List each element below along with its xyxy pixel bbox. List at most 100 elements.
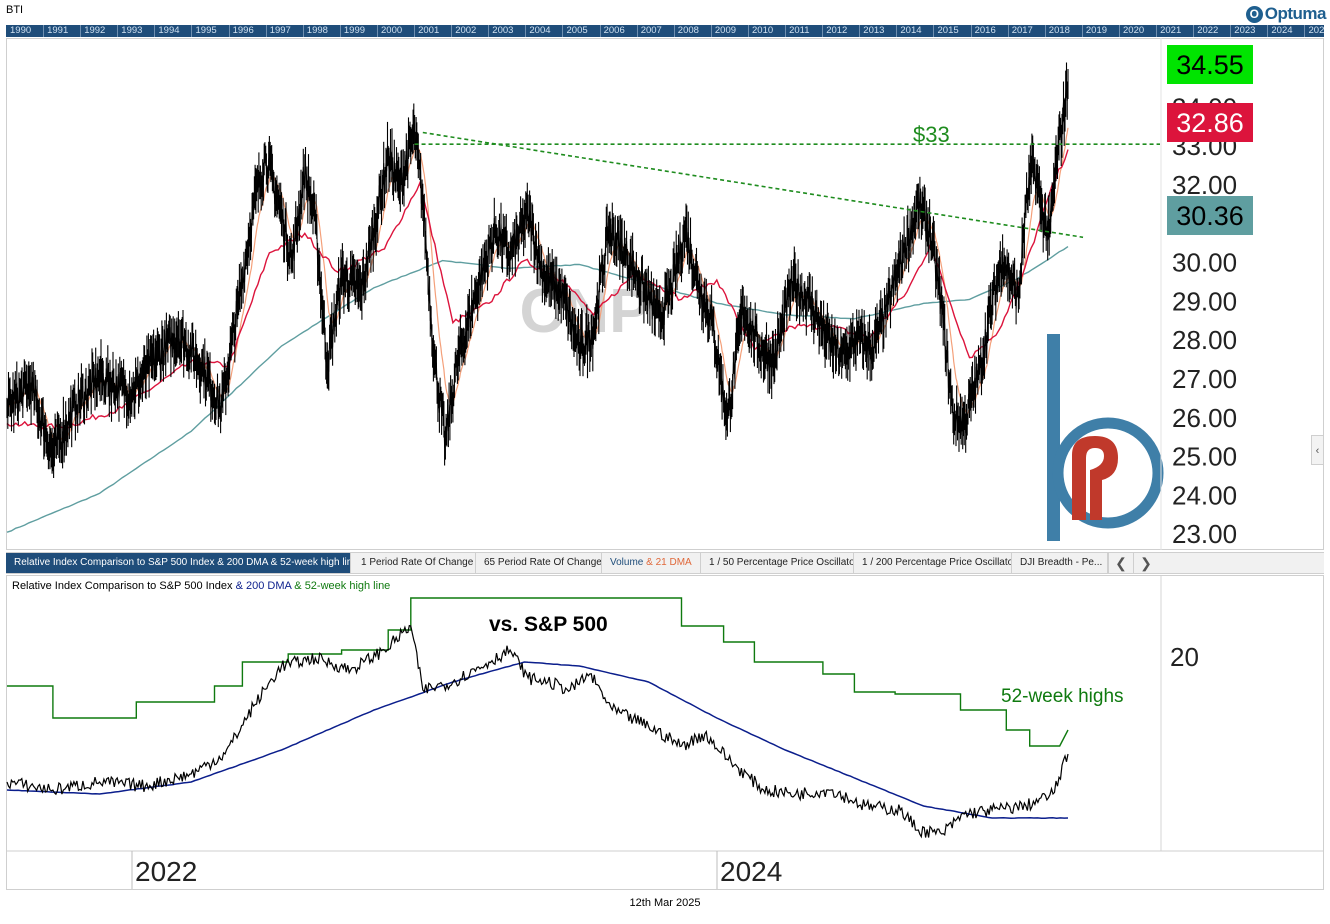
year-label[interactable]: 1995 (195, 25, 217, 36)
tab-1-50-ppo[interactable]: 1 / 50 Percentage Price Oscillator (701, 553, 854, 573)
relative-title-part-2: & 200 DMA (235, 580, 295, 592)
year-label[interactable]: 2002 (455, 25, 477, 36)
year-separator (451, 25, 453, 37)
price-y-tick-label: 30.00 (1172, 248, 1237, 278)
year-label[interactable]: 2019 (1085, 25, 1108, 36)
year-label[interactable]: 2021 (1160, 25, 1182, 36)
year-separator (562, 25, 564, 37)
year-separator (1193, 25, 1195, 37)
year-label[interactable]: 1993 (121, 25, 143, 36)
year-label[interactable]: 2015 (937, 25, 959, 36)
price-badge-box (1167, 196, 1253, 235)
year-separator (859, 25, 861, 37)
relative-title-part-3: & 52-week high line (294, 580, 391, 592)
relative-chart-panel (6, 575, 1324, 890)
year-label[interactable]: 2000 (381, 25, 403, 36)
price-badge-value: 34.55 (1176, 50, 1244, 80)
tab-1-period-roc[interactable]: 1 Period Rate Of Change (353, 553, 476, 573)
year-separator (933, 25, 935, 37)
year-label[interactable]: 1991 (47, 25, 69, 36)
year-label[interactable]: 2023 (1234, 25, 1256, 36)
year-separator (228, 25, 230, 37)
tab-65-period-roc[interactable]: 65 Period Rate Of Change (476, 553, 602, 573)
year-separator (525, 25, 527, 37)
relative-title-part-1: Relative Index Comparison to S&P 500 Ind… (12, 580, 236, 592)
year-label[interactable]: 1998 (306, 25, 328, 36)
year-label[interactable]: 2006 (603, 25, 625, 36)
year-label[interactable]: 1999 (343, 25, 366, 36)
year-separator (1118, 25, 1120, 37)
year-label[interactable]: 2013 (863, 25, 885, 36)
year-label[interactable]: 2001 (418, 25, 440, 36)
year-label[interactable]: 2012 (826, 25, 848, 36)
year-label[interactable]: 1994 (158, 25, 180, 36)
x-axis-tick-label: 2022 (135, 856, 197, 887)
logo-mark-bowl (1052, 417, 1164, 529)
price-chart-panel (6, 38, 1324, 550)
year-separator (376, 25, 378, 37)
year-separator (1081, 25, 1083, 37)
year-separator (339, 25, 341, 37)
year-label[interactable]: 2018 (1048, 25, 1070, 36)
year-label[interactable]: 2022 (1197, 25, 1219, 36)
price-y-tick-label: 26.00 (1172, 403, 1237, 433)
level-annotation-label: $33 (913, 122, 950, 147)
price-y-tick-label: 29.00 (1172, 286, 1237, 316)
year-label[interactable]: 1990 (10, 25, 32, 36)
optuma-o-icon: O (1245, 5, 1263, 23)
year-label[interactable]: 2011 (789, 25, 810, 36)
side-panel-toggle[interactable]: ‹ (1311, 435, 1324, 465)
year-label[interactable]: 2003 (492, 25, 514, 36)
year-label[interactable]: 1997 (269, 25, 291, 36)
year-label[interactable]: 2024 (1271, 25, 1293, 36)
year-label[interactable]: 2009 (714, 25, 737, 36)
optuma-logo: O Optuma (1245, 2, 1327, 26)
year-separator (1304, 25, 1306, 37)
year-separator (43, 25, 44, 37)
tab-dji-breadth[interactable]: DJI Breadth - Pe... (1012, 553, 1108, 573)
year-separator (1267, 25, 1269, 37)
relative-200dma-line (6, 661, 1069, 819)
tab-scroll-right-icon[interactable]: ❯ (1133, 553, 1158, 573)
year-label[interactable]: 2025 (1308, 25, 1325, 36)
year-label[interactable]: 2016 (974, 25, 996, 36)
year-separator (599, 25, 601, 37)
relative-annotation: vs. S&P 500 (489, 613, 608, 636)
year-label[interactable]: 2007 (640, 25, 662, 36)
tab-scroll-left-icon[interactable]: ❮ (1108, 553, 1133, 573)
year-separator (636, 25, 638, 37)
year-navigator[interactable]: 1990 1991 1992 1993 1994 1995 1996 1997 1998 1999… (6, 25, 1324, 37)
year-label[interactable]: 2017 (1011, 25, 1033, 36)
year-separator (747, 25, 749, 37)
price-y-tick-label: 27.00 (1172, 364, 1237, 394)
price-badge-box (1167, 103, 1253, 142)
year-separator (488, 25, 490, 37)
high-52week-line (7, 597, 1069, 747)
year-separator (710, 25, 712, 37)
year-label[interactable]: 2014 (900, 25, 922, 36)
year-label[interactable]: 2020 (1123, 25, 1145, 36)
year-label[interactable]: 2004 (529, 25, 551, 36)
price-badge-value: 32.86 (1176, 108, 1244, 138)
year-label[interactable]: 1992 (84, 25, 106, 36)
year-separator (265, 25, 267, 37)
price-y-tick-label: 25.00 (1172, 442, 1237, 472)
year-separator (1156, 25, 1157, 37)
year-label[interactable]: 1996 (232, 25, 254, 36)
relative-index-line (6, 624, 1069, 839)
year-separator (1230, 25, 1232, 37)
x-axis-tick-label: 2024 (720, 856, 782, 887)
relative-y-tick-label: 20 (1170, 642, 1199, 672)
year-separator (80, 25, 82, 37)
tab-volume[interactable]: Volume & 21 DMA (602, 553, 701, 573)
year-separator (1044, 25, 1046, 37)
year-separator (414, 25, 415, 37)
label-52week-highs: 52-week highs (1001, 686, 1124, 707)
tab-1-200-ppo[interactable]: 1 / 200 Percentage Price Oscillator (854, 553, 1012, 573)
year-separator (154, 25, 156, 37)
tab-relative-index[interactable]: Relative Index Comparison to S&P 500 Ind… (6, 553, 351, 573)
year-label[interactable]: 2010 (752, 25, 774, 36)
year-label[interactable]: 2008 (677, 25, 699, 36)
price-badge: 34.55 (1167, 45, 1253, 84)
year-label[interactable]: 2005 (566, 25, 588, 36)
